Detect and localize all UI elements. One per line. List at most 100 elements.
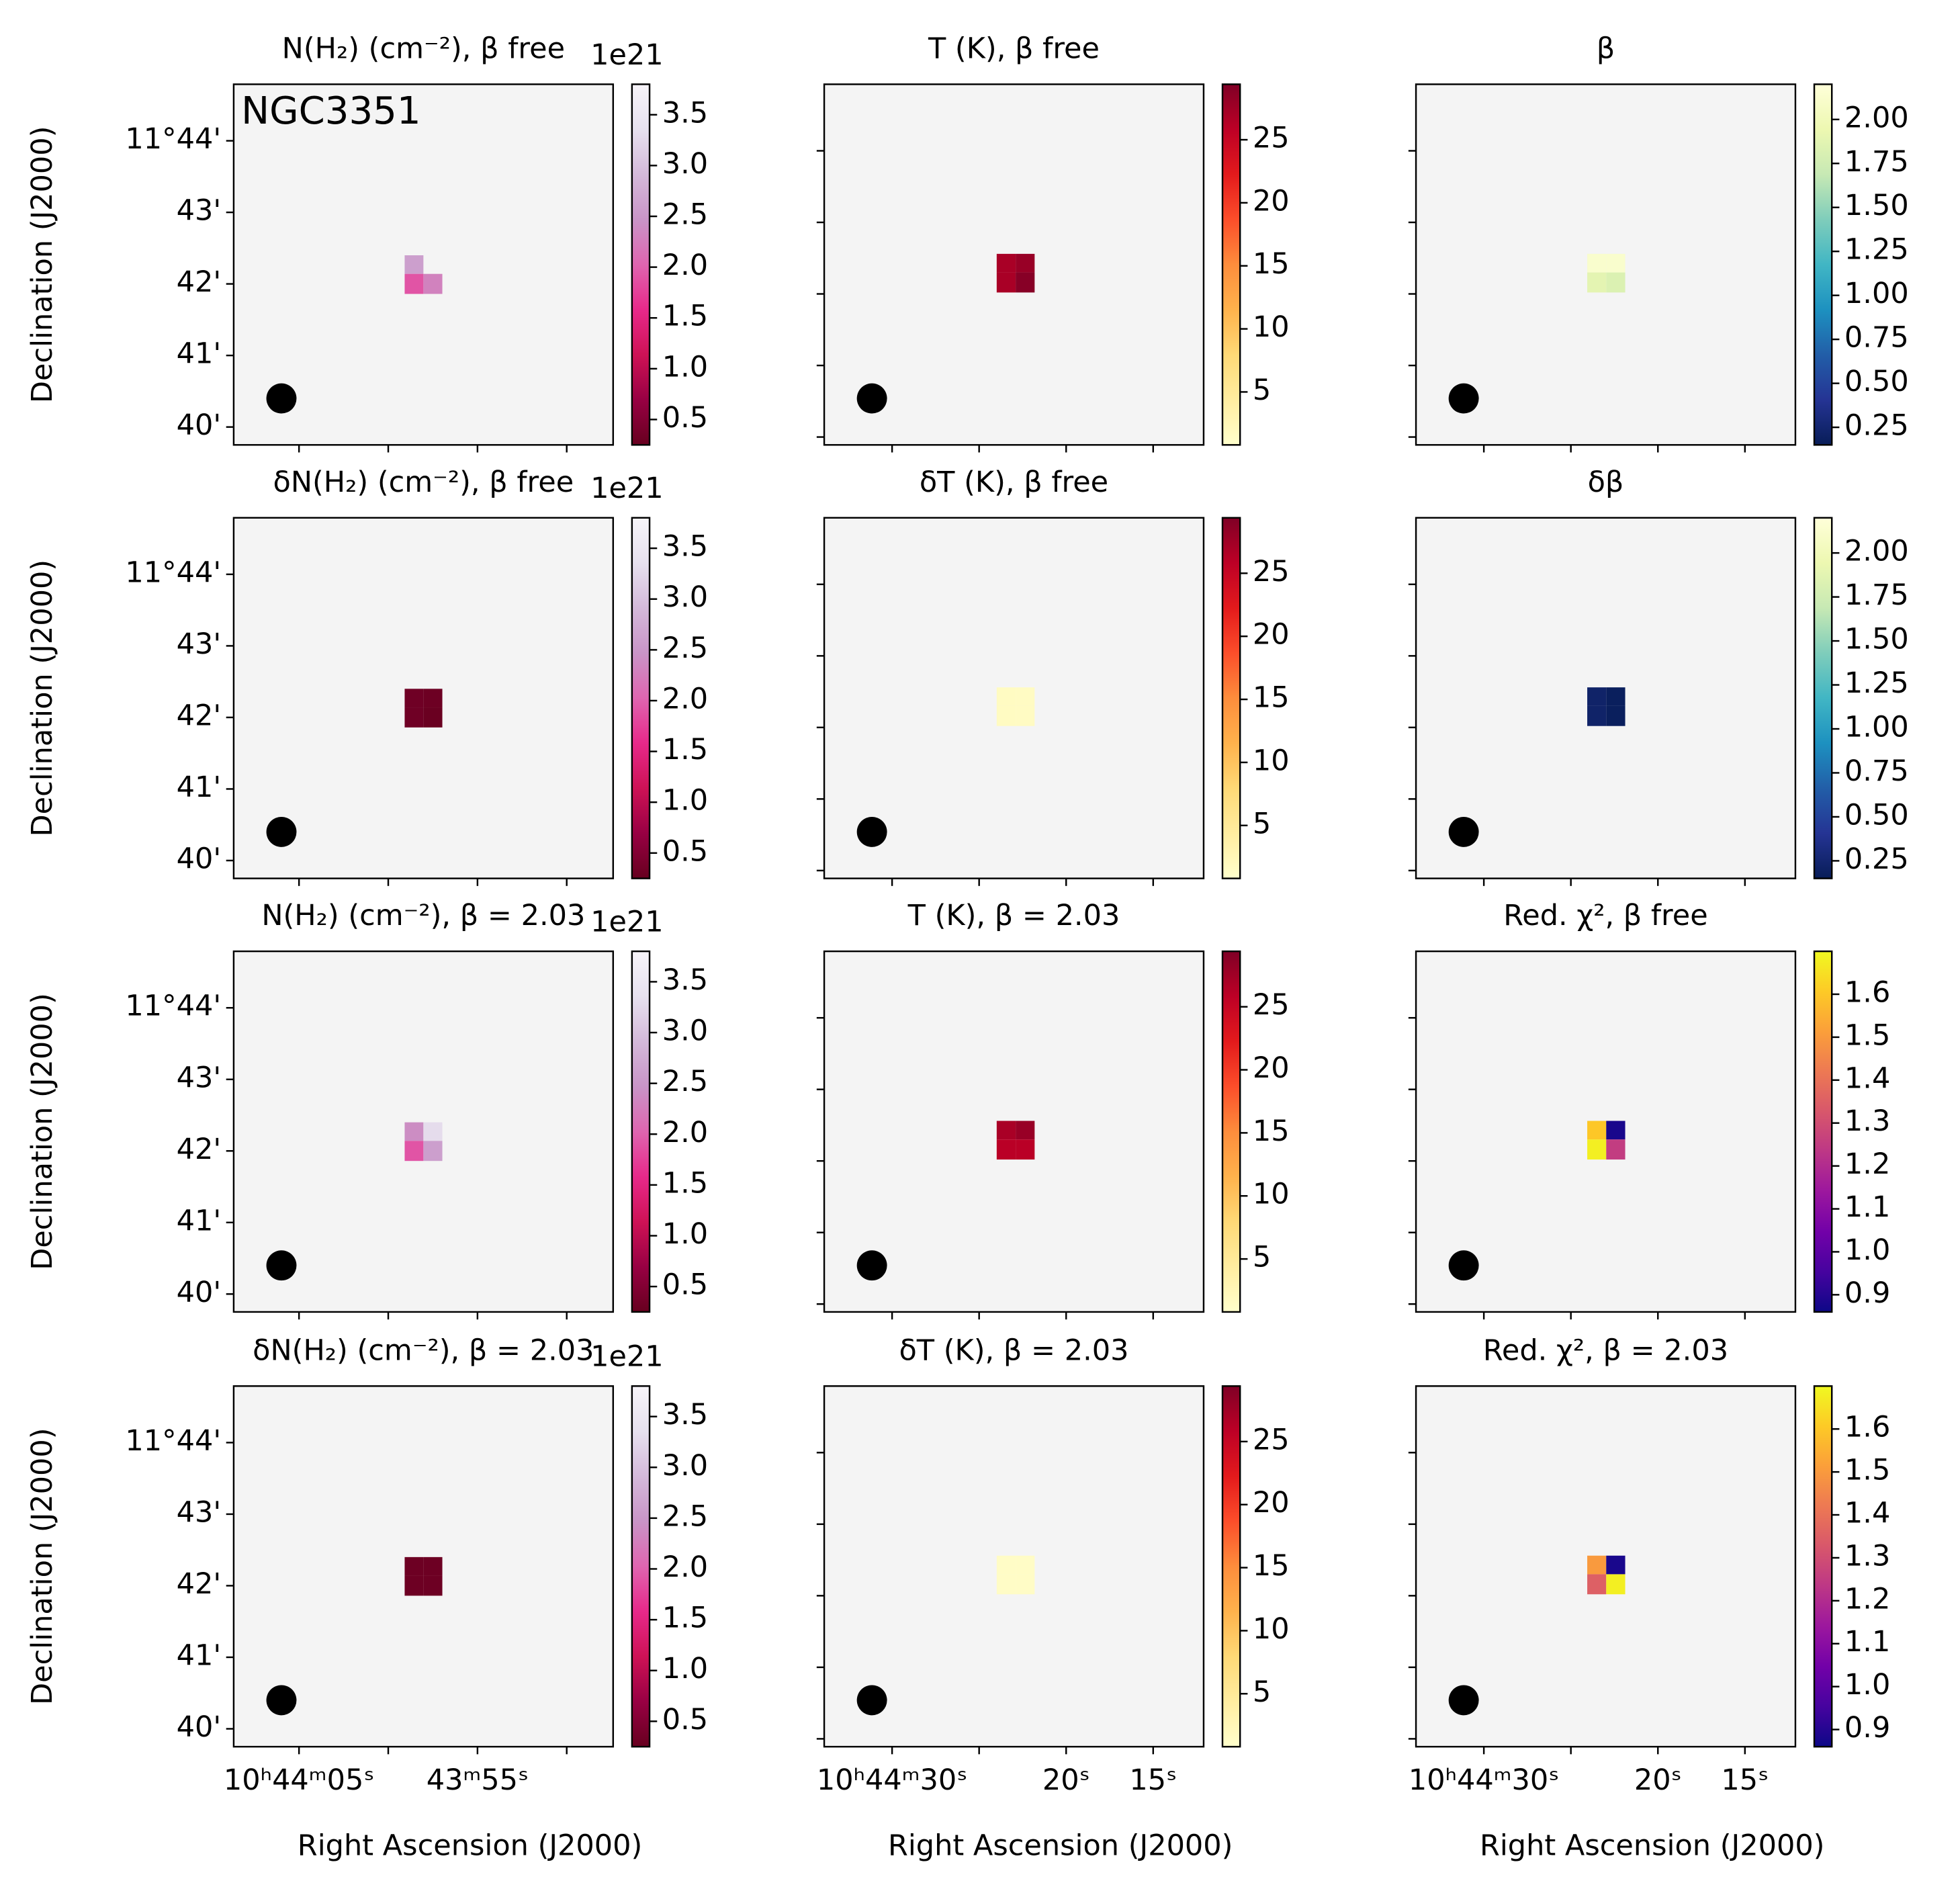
colorbar-tick-label: 1.1 [1844,1625,1890,1659]
map-pixel [1016,272,1035,293]
panel-title: β [1597,32,1615,65]
map-pixel [1016,253,1035,273]
colorbar-tick-label: 1.3 [1844,1104,1890,1138]
map-pixel [423,1141,443,1161]
colorbar-tick-label: 15 [1253,247,1290,281]
annotation: NGC3351 [241,89,420,133]
panel-title: δN(H₂) (cm⁻²), β = 2.03 [253,1333,594,1367]
beam [1448,1250,1479,1281]
colorbar-tick-label: 1.4 [1844,1497,1890,1530]
colorbar-tick-label: 25 [1253,555,1290,588]
colorbar [1221,1385,1241,1748]
y-axis-label: Declination (J2000) [26,1428,59,1705]
x-tick-label: 20ˢ [1042,1763,1090,1797]
map-pixel [404,689,424,708]
colorbar-tick-label: 5 [1253,1675,1271,1709]
map-pixel [423,1575,443,1596]
colorbar-tick-label: 1.5 [1844,1018,1890,1052]
map-pixel [404,273,424,294]
map-pixel [423,1122,443,1141]
axes-frame [1415,950,1797,1313]
colorbar-tick-label: 15 [1253,681,1290,715]
map-pixel [404,1122,424,1141]
x-tick-label: 43ᵐ55ˢ [427,1763,529,1797]
map-pixel [996,253,1016,273]
beam [856,816,887,847]
colorbar-tick-label: 2.0 [662,1550,708,1584]
panel-title: Red. χ², β = 2.03 [1483,1333,1728,1367]
map-pixel [1016,705,1035,726]
map-pixel [1587,705,1607,726]
y-tick-label: 41' [177,1638,222,1672]
map-pixel [1587,272,1607,293]
colorbar-tick-label: 5 [1253,807,1271,840]
colorbar-tick-label: 10 [1253,310,1290,344]
colorbar-tick-label: 10 [1253,1612,1290,1646]
y-tick-label: 43' [177,1495,222,1529]
colorbar-tick-label: 1.0 [662,350,708,384]
colorbar-tick-label: 0.5 [662,1268,708,1302]
colorbar-tick-label: 3.5 [662,530,708,564]
map-pixel [423,707,443,728]
map-pixel [1606,705,1625,726]
axes-frame [232,950,615,1313]
map-pixel [1016,1574,1035,1595]
x-axis-label: Right Ascension (J2000) [888,1829,1233,1862]
y-axis-label: Declination (J2000) [26,126,59,404]
colorbar-tick-label: 1.0 [662,1217,708,1251]
axes-frame [1415,1385,1797,1748]
colorbar-tick-label: 1.6 [1844,976,1890,1010]
axes-frame [1415,517,1797,879]
panel-title: Red. χ², β free [1503,899,1707,932]
x-tick-label: 15ˢ [1721,1763,1769,1797]
colorbar-tick-label: 25 [1253,122,1290,155]
colorbar-tick-label: 2.5 [662,1499,708,1533]
beam [1448,383,1479,414]
y-tick-label: 43' [177,194,222,228]
map-pixel [404,255,424,274]
colorbar-tick-label: 0.25 [1844,842,1909,876]
colorbar-tick-label: 10 [1253,744,1290,777]
colorbar-tick-label: 1.2 [1844,1147,1890,1181]
y-tick-label: 40' [177,1710,222,1744]
beam [1448,1685,1479,1716]
colorbar-tick-label: 1.75 [1844,578,1909,612]
map-pixel [423,689,443,708]
colorbar-tick-label: 25 [1253,1423,1290,1456]
axes-frame [823,950,1205,1313]
colorbar-tick-label: 0.9 [1844,1711,1890,1745]
panel-title: N(H₂) (cm⁻²), β free [282,32,565,65]
colorbar-tick-label: 10 [1253,1178,1290,1211]
x-tick-label: 15ˢ [1129,1763,1177,1797]
colorbar-offset: 1e21 [590,38,664,72]
beam [856,1250,887,1281]
colorbar [631,83,651,446]
colorbar [1813,517,1833,879]
colorbar-tick-label: 2.0 [662,682,708,715]
map-pixel [1606,272,1625,293]
colorbar-tick-label: 1.50 [1844,623,1909,656]
colorbar [631,517,651,879]
colorbar-tick-label: 1.0 [1844,1233,1890,1267]
beam [266,383,297,414]
y-tick-label: 42' [177,1567,222,1601]
y-tick-label: 41' [177,771,222,804]
colorbar-tick-label: 3.0 [662,1449,708,1483]
colorbar-tick-label: 2.0 [662,249,708,282]
beam [1448,816,1479,847]
axes-frame [823,517,1205,879]
colorbar-tick-label: 5 [1253,374,1271,407]
colorbar-tick-label: 3.0 [662,580,708,614]
colorbar-tick-label: 1.5 [662,1602,708,1635]
map-pixel [1606,1555,1625,1575]
axes-frame [823,1385,1205,1748]
colorbar-offset: 1e21 [590,905,664,938]
colorbar-tick-label: 0.50 [1844,365,1909,398]
colorbar-tick-label: 20 [1253,1486,1290,1520]
colorbar-tick-label: 0.25 [1844,409,1909,443]
y-tick-label: 11°44' [125,1424,221,1458]
map-pixel [996,1139,1016,1160]
colorbar-tick-label: 20 [1253,184,1290,218]
colorbar-tick-label: 1.0 [1844,1668,1890,1702]
colorbar-tick-label: 1.0 [662,1652,708,1685]
